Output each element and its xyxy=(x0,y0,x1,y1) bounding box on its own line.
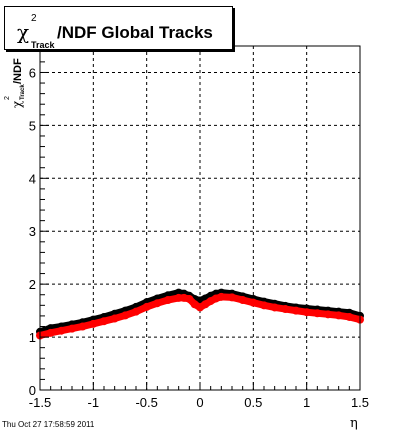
data-point-red xyxy=(78,322,87,331)
y-tick-label: 3 xyxy=(29,224,36,239)
data-point-red xyxy=(185,294,194,303)
y-axis-label: χ 2 Track /NDF xyxy=(0,52,38,112)
title-box: χ 2 Track /NDF Global Tracks xyxy=(4,6,233,50)
data-point-red xyxy=(89,319,98,328)
data-point-red xyxy=(46,328,55,337)
timestamp: Thu Oct 27 17:58:59 2011 xyxy=(2,420,95,429)
y-tick-label: 6 xyxy=(29,65,36,80)
title-sub: Track xyxy=(31,40,55,50)
data-point-red xyxy=(153,299,162,308)
data-point-red xyxy=(217,292,226,301)
data-point-red xyxy=(68,324,76,333)
x-tick-label: 1.5 xyxy=(351,395,369,410)
data-point-red xyxy=(132,307,140,316)
data-point-red xyxy=(313,309,322,318)
title-chi: χ xyxy=(17,20,30,44)
data-point-red xyxy=(302,308,311,317)
ylabel-rest: /NDF xyxy=(12,58,24,84)
ylabel-sub: Track xyxy=(20,84,26,100)
ylabel-chi: χ xyxy=(10,100,24,108)
plot-frame xyxy=(39,45,361,391)
data-point-red xyxy=(324,310,332,319)
data-point-red xyxy=(292,306,300,315)
data-point-red xyxy=(281,305,290,314)
data-point-red xyxy=(270,303,279,312)
ticks-layer: -1.5 -1 -0.5 0 0.5 1 1.5 0 1 2 3 4 5 6 xyxy=(29,50,369,410)
x-tick-label: -1 xyxy=(88,395,100,410)
y-tick-label: 0 xyxy=(29,383,36,398)
y-tick-label: 5 xyxy=(29,118,36,133)
data-point-red xyxy=(334,311,343,320)
data-point-red xyxy=(228,293,236,302)
y-tick-label: 2 xyxy=(29,277,36,292)
x-tick-label: -0.5 xyxy=(135,395,157,410)
data-point-red xyxy=(100,317,108,326)
x-tick-label: -1.5 xyxy=(29,395,51,410)
data-point-red xyxy=(238,296,247,305)
y-tick-label: 1 xyxy=(29,330,36,345)
title-rest: /NDF Global Tracks xyxy=(57,23,213,42)
data-point-red xyxy=(345,312,354,321)
grid-layer xyxy=(40,46,360,390)
data-point-red xyxy=(249,298,258,307)
x-tick-label: 0 xyxy=(196,395,203,410)
y-tick-label: 4 xyxy=(29,171,36,186)
data-point-red xyxy=(164,296,172,305)
title-sup: 2 xyxy=(31,13,37,24)
data-point-red xyxy=(260,301,268,310)
series-layer xyxy=(36,288,364,340)
x-tick-label: 1 xyxy=(303,395,310,410)
ylabel-sup: 2 xyxy=(4,96,11,100)
data-point-red xyxy=(121,311,130,320)
data-point-red xyxy=(110,314,119,323)
x-tick-label: 0.5 xyxy=(244,395,262,410)
data-point-red xyxy=(142,302,151,311)
x-axis-label: η xyxy=(350,416,358,431)
data-point-red xyxy=(57,326,66,335)
